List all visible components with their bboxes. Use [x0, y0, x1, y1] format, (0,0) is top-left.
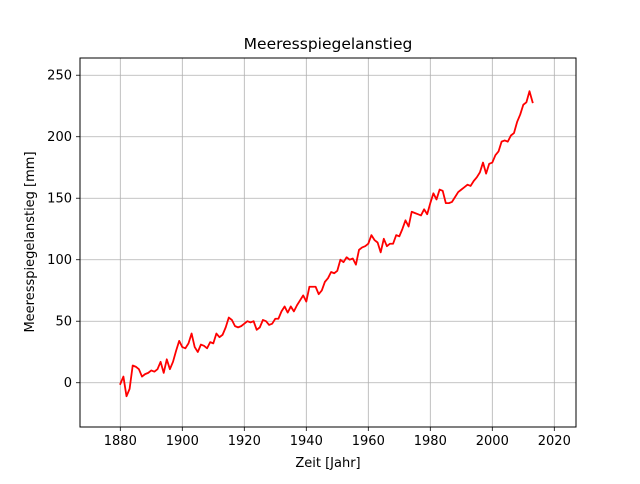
x-tick-label: 1980 — [414, 434, 447, 449]
x-tick-label: 2020 — [538, 434, 571, 449]
x-tick-label: 1940 — [290, 434, 323, 449]
x-tick-label: 2000 — [476, 434, 509, 449]
x-tick-label: 1880 — [104, 434, 137, 449]
y-tick-label: 0 — [64, 376, 72, 391]
y-tick-label: 50 — [55, 315, 72, 330]
x-tick-label: 1900 — [166, 434, 199, 449]
y-axis-label: Meeresspiegelanstieg [mm] — [23, 151, 38, 332]
plot-frame — [79, 57, 577, 428]
grid — [80, 58, 576, 427]
x-axis-label: Zeit [Jahr] — [295, 456, 360, 471]
y-tick-label: 100 — [47, 253, 72, 268]
y-tick-label: 250 — [47, 69, 72, 84]
plot-area — [80, 58, 576, 427]
x-tick-label: 1960 — [352, 434, 385, 449]
y-tick-label: 200 — [47, 130, 72, 145]
chart-title: Meeresspiegelanstieg — [244, 35, 413, 53]
series-layer — [119, 90, 534, 398]
ticks: 1880 1900 1920 1940 1960 1980 2000 2020 0 50 100 15… — [47, 69, 571, 449]
sea-level-line — [119, 90, 534, 398]
y-tick-label: 150 — [47, 192, 72, 207]
x-tick-label: 1920 — [228, 434, 261, 449]
